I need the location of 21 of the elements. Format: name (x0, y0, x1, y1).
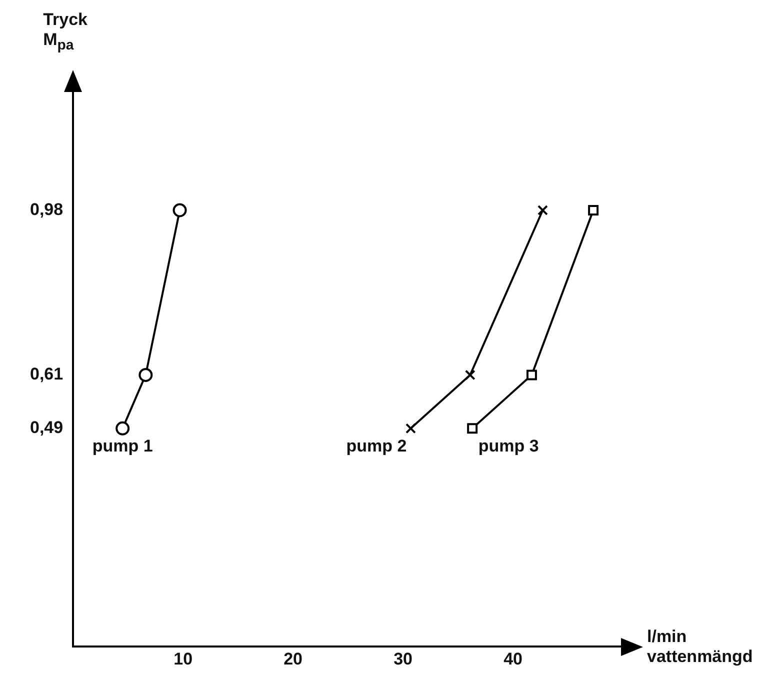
y-axis-title: Tryck M$_{pa}$ (43, 10, 88, 55)
x-tick-label: 40 (504, 649, 522, 668)
point (405, 423, 416, 434)
y-tick-label: 0,61 (30, 364, 64, 384)
point (588, 204, 599, 216)
series-label: pump 1 (92, 436, 153, 456)
point (138, 368, 153, 382)
point (116, 421, 130, 436)
series-label: pump 3 (478, 436, 539, 456)
y-tick-label: 0,98 (30, 200, 64, 219)
x-tick-label: 10 (174, 649, 193, 668)
x-tick-label: 20 (284, 649, 303, 668)
y-tick-label: 0,49 (30, 418, 64, 438)
point (526, 370, 537, 380)
x-tick-label: 30 (394, 649, 412, 668)
x-axis-title: l/min vattenmängd (647, 626, 753, 668)
point (537, 204, 548, 216)
series-label: pump 2 (346, 436, 407, 456)
point (464, 370, 476, 380)
point (172, 203, 187, 218)
point (467, 423, 478, 434)
